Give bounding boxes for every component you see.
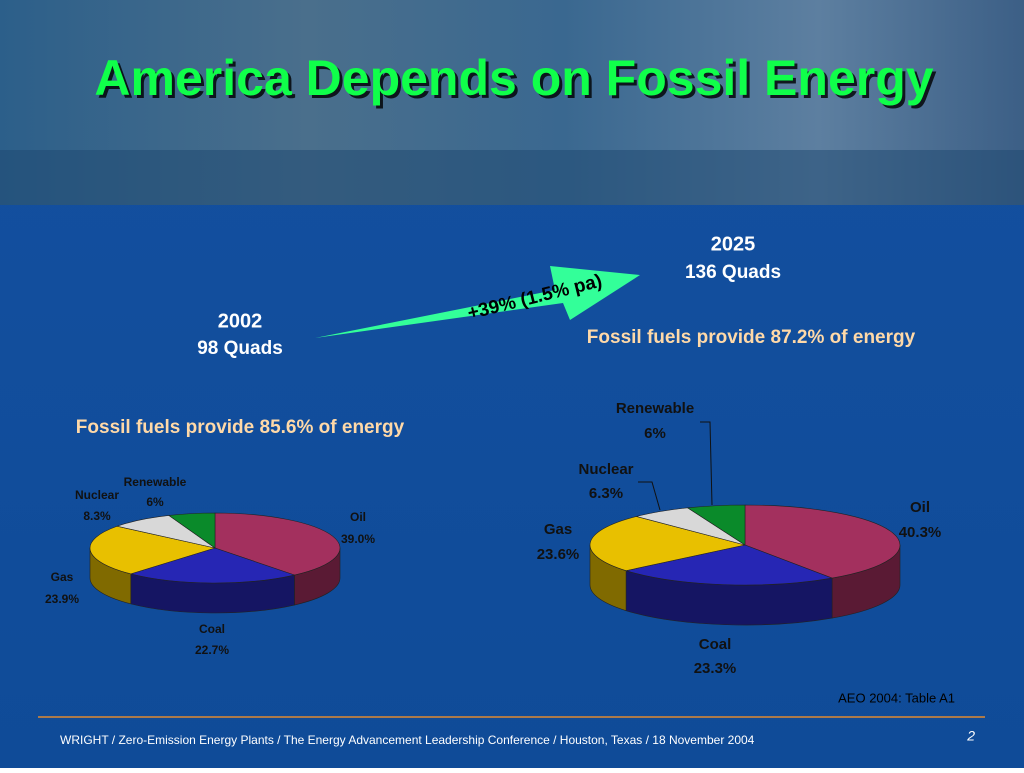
year: 2025 <box>711 233 756 255</box>
quads: 98 Quads <box>197 338 283 359</box>
slice-value: 40.3% <box>899 524 942 541</box>
pie-slice <box>624 544 834 586</box>
footer: WRIGHT / Zero-Emission Energy Plants / T… <box>60 733 755 747</box>
source: AEO 2004: Table A1 <box>838 690 955 705</box>
slice-value: 23.3% <box>694 660 737 677</box>
pie-slice <box>744 504 901 579</box>
pie-slice <box>686 504 746 546</box>
slice-label: Nuclear <box>75 488 119 502</box>
slice-value: 8.3% <box>83 509 111 523</box>
leader-line <box>638 481 661 511</box>
pie-slice <box>89 525 217 575</box>
annotation: Fossil fuels provide 87.2% of energy <box>587 327 916 348</box>
slice-value: 6% <box>146 495 164 509</box>
title: America Depends on Fossil Energy <box>94 50 933 106</box>
slice-label: Renewable <box>124 475 187 489</box>
slice-label: Oil <box>910 499 930 516</box>
quads: 136 Quads <box>685 262 781 283</box>
slice-value: 23.6% <box>537 546 580 563</box>
slice-label: Renewable <box>616 400 694 417</box>
pie-slice <box>168 512 216 549</box>
pie-slice <box>214 512 341 576</box>
slice-label: Oil <box>350 510 366 524</box>
slice-value: 22.7% <box>195 643 229 657</box>
slice-label: Gas <box>51 570 74 584</box>
annotation: Fossil fuels provide 85.6% of energy <box>76 417 405 438</box>
slice-value: 39.0% <box>341 532 375 546</box>
slice-value: 23.9% <box>45 592 79 606</box>
page-number: 2 <box>966 728 975 744</box>
pie-slice <box>129 547 296 584</box>
slice-label: Gas <box>544 521 572 538</box>
banner-shade <box>0 150 1024 205</box>
growth-arrow <box>315 266 640 338</box>
title-shadow: America Depends on Fossil Energy <box>97 53 936 109</box>
slice-label: Coal <box>199 622 225 636</box>
slice-value: 6% <box>644 425 666 442</box>
slice-value: 6.3% <box>589 485 623 502</box>
pie-slice <box>589 516 746 571</box>
slice-label: Nuclear <box>578 461 633 478</box>
leader-line <box>700 421 713 506</box>
slice-label: Coal <box>699 636 732 653</box>
year: 2002 <box>218 310 263 332</box>
